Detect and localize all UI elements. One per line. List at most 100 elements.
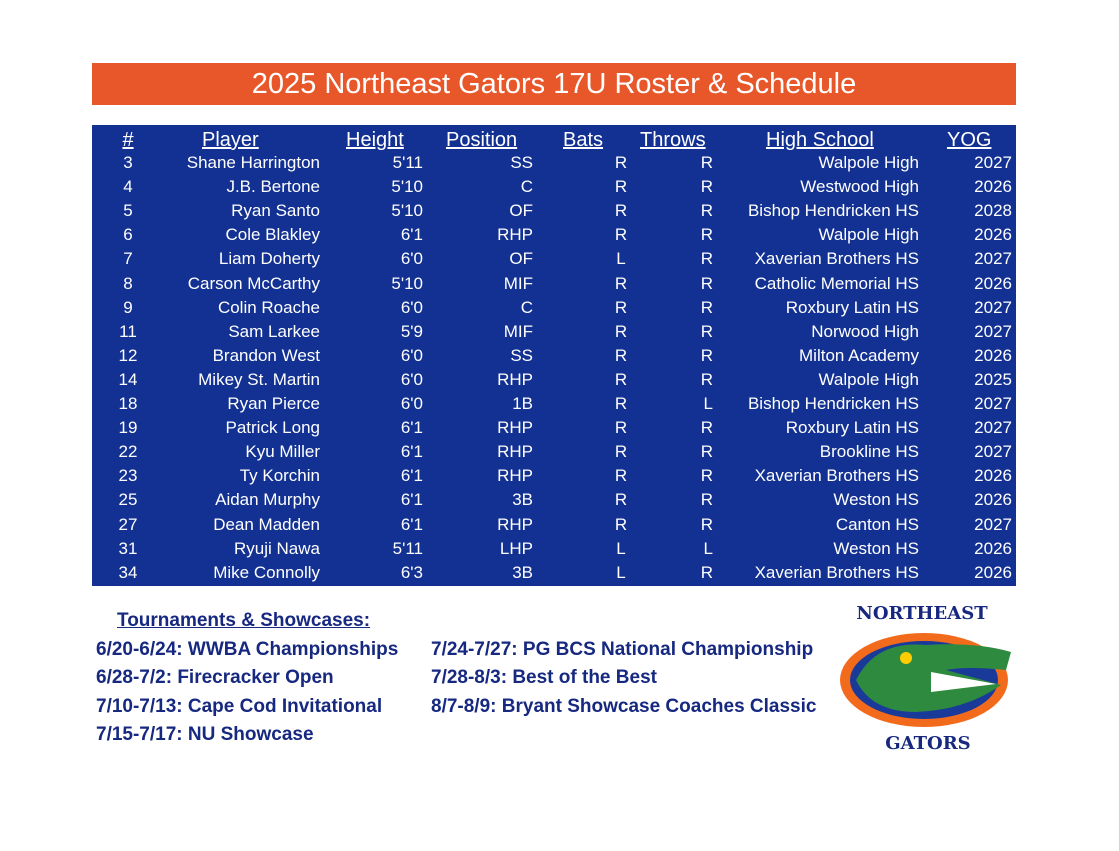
column-header: #	[122, 129, 134, 151]
table-cell: 4	[123, 177, 133, 197]
table-cell: 6'1	[400, 442, 423, 462]
table-cell: 5'10	[391, 273, 423, 293]
logo-teeth	[931, 672, 996, 692]
column-header: Bats	[563, 129, 604, 151]
table-cell: Xaverian Brothers HS	[754, 466, 919, 486]
table-cell: R	[700, 418, 713, 438]
table-cell: R	[700, 345, 713, 365]
table-cell: Mike Connolly	[213, 562, 320, 582]
table-cell: J.B. Bertone	[226, 177, 320, 197]
table-cell: 3	[123, 153, 133, 172]
table-cell: RHP	[497, 418, 533, 438]
table-cell: 1B	[512, 394, 533, 413]
table-cell: R	[700, 177, 713, 197]
table-cell: 2025	[974, 369, 1012, 389]
schedule-item: 6/28-7/2: Firecracker Open	[96, 667, 334, 689]
table-cell: Kyu Miller	[245, 442, 320, 462]
table-cell: 5'11	[392, 153, 423, 172]
table-cell: 9	[123, 297, 133, 317]
table-cell: Weston HS	[833, 490, 919, 510]
table-cell: R	[614, 177, 628, 197]
column-header: High School	[766, 129, 874, 151]
table-cell: Brookline HS	[819, 442, 919, 462]
table-cell: R	[700, 321, 713, 341]
table-cell: 2026	[974, 538, 1012, 558]
table-cell: C	[520, 297, 533, 317]
table-cell: Canton HS	[835, 514, 919, 534]
table-cell: Norwood High	[811, 321, 919, 341]
table-cell: 31	[118, 538, 138, 558]
table-cell: L	[616, 249, 626, 269]
logo-top: NORTHEAST	[856, 603, 988, 624]
table-cell: MIF	[503, 321, 533, 341]
table-cell: Walpole High	[818, 369, 919, 389]
table-cell: 3B	[512, 490, 533, 510]
table-cell: MIF	[503, 273, 533, 293]
table-cell: C	[520, 177, 533, 197]
table-cell: RHP	[497, 442, 533, 462]
column-header: Player	[202, 129, 259, 151]
table-cell: 2026	[974, 466, 1012, 486]
table-cell: R	[700, 297, 713, 317]
schedule-title: Tournaments & Showcases:	[117, 610, 371, 631]
table-cell: Liam Doherty	[218, 249, 320, 269]
table-cell: 8	[123, 273, 133, 293]
table-cell: OF	[509, 201, 533, 221]
table-cell: 18	[118, 394, 138, 413]
table-cell: 6'1	[400, 225, 423, 245]
table-cell: Walpole High	[818, 153, 919, 172]
table-cell: R	[700, 249, 713, 269]
table-cell: Xaverian Brothers HS	[754, 249, 919, 269]
table-cell: Roxbury Latin HS	[785, 418, 919, 438]
roster-table: # Player Height Position Bats Throws High Scho…	[92, 125, 1016, 586]
table-cell: 6	[123, 225, 133, 245]
table-cell: Ryan Pierce	[227, 394, 320, 413]
schedule-item: 7/28-8/3: Best of the Best	[431, 667, 657, 689]
table-cell: R	[700, 442, 713, 462]
table-cell: R	[614, 466, 628, 486]
table-cell: 2026	[974, 177, 1012, 197]
table-cell: 6'0	[400, 249, 423, 269]
table-cell: Ty Korchin	[239, 466, 320, 486]
table-cell: 22	[118, 442, 138, 462]
table-cell: 6'0	[400, 345, 423, 365]
table-cell: R	[614, 345, 628, 365]
schedule-item: 7/10-7/13: Cape Cod Invitational	[96, 695, 383, 717]
table-cell: Cole Blakley	[225, 225, 321, 245]
table-cell: R	[614, 442, 628, 462]
table-cell: 2027	[974, 297, 1012, 317]
table-cell: 2027	[974, 249, 1012, 269]
column-header: YOG	[947, 129, 992, 151]
table-cell: Mikey St. Martin	[198, 369, 320, 389]
table-cell: L	[616, 562, 626, 582]
table-cell: L	[703, 394, 713, 413]
table-cell: Colin Roache	[217, 297, 320, 317]
table-cell: 2027	[974, 442, 1012, 462]
table-cell: R	[700, 273, 713, 293]
table-cell: SS	[510, 153, 533, 172]
table-cell: R	[700, 153, 713, 172]
table-cell: RHP	[497, 369, 533, 389]
table-cell: 14	[118, 369, 138, 389]
table-cell: 12	[118, 345, 138, 365]
table-cell: LHP	[499, 538, 533, 558]
table-cell: 2027	[974, 153, 1012, 172]
table-cell: 3B	[512, 562, 533, 582]
table-cell: 6'1	[400, 466, 423, 486]
table-cell: 6'0	[400, 394, 423, 413]
table-cell: Bishop Hendricken HS	[747, 201, 919, 221]
table-cell: Catholic Memorial HS	[754, 273, 919, 293]
table-cell: Milton Academy	[799, 345, 919, 365]
table-cell: 7	[123, 249, 133, 269]
table-cell: 5'10	[391, 201, 423, 221]
table-cell: Xaverian Brothers HS	[754, 562, 919, 582]
table-cell: Ryuji Nawa	[234, 538, 320, 558]
table-cell: 34	[118, 562, 138, 582]
schedule-item: 6/20-6/24: WWBA Championships	[96, 639, 399, 660]
table-cell: Dean Madden	[213, 514, 320, 534]
schedule-item: 7/24-7/27: PG BCS National Championship	[431, 639, 814, 660]
table-cell: 2026	[974, 345, 1012, 365]
table-cell: L	[616, 538, 626, 558]
table-cell: R	[700, 369, 713, 389]
